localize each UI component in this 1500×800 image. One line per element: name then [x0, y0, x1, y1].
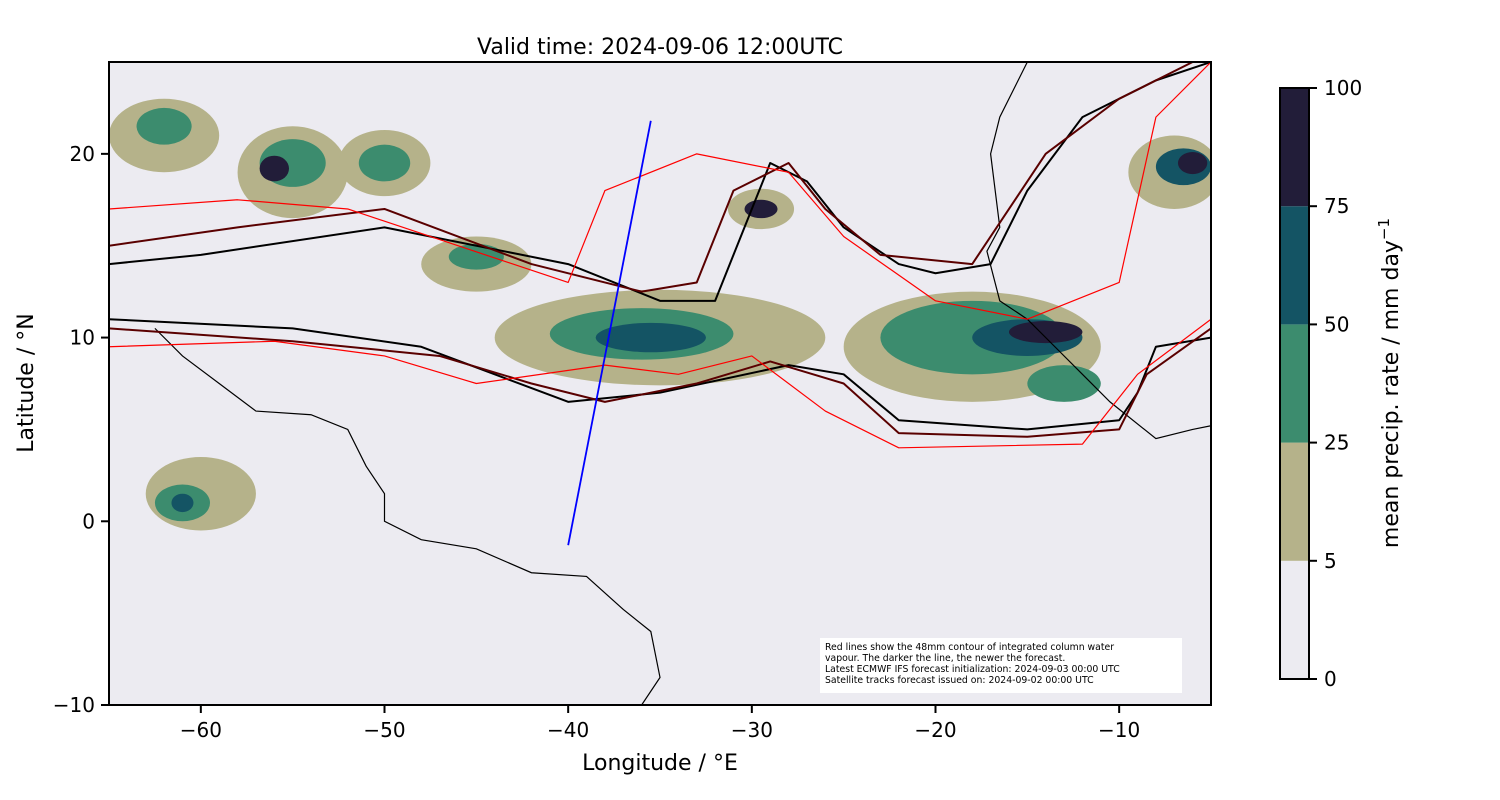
- colorbar-label: mean precip. rate / mm day−1: [1375, 218, 1404, 548]
- x-axis-label: Longitude / °E: [582, 751, 738, 776]
- colorbar-tick-label: 25: [1324, 431, 1349, 455]
- precip-region: [1027, 365, 1101, 402]
- colorbar: 0 5 25 50 75 100: [1279, 76, 1362, 691]
- satellite-track-layer: [567, 120, 652, 546]
- axes: −60 −50 −40 −30 −20 −10 −10 0 10 20: [53, 142, 1140, 742]
- colorbar-frame: [1279, 87, 1310, 680]
- precip-region: [880, 300, 1065, 375]
- colorbar-segment: [1280, 324, 1309, 443]
- precip-region: [259, 155, 289, 182]
- x-tick-label: −40: [547, 718, 589, 742]
- x-tick-label: −20: [914, 718, 956, 742]
- precip-region: [595, 322, 706, 353]
- cwv-contour-line: [109, 327, 1211, 438]
- x-tick-label: −10: [1098, 718, 1140, 742]
- annotation-box: Red lines show the 48mm contour of integ…: [820, 638, 1182, 693]
- x-tick-label: −60: [180, 718, 222, 742]
- colorbar-segment: [1280, 442, 1309, 561]
- colorbar-tick-label: 0: [1324, 667, 1337, 691]
- precip-region: [358, 144, 411, 182]
- cwv-contour-line: [109, 62, 1211, 320]
- annotation-line: vapour. The darker the line, the newer t…: [825, 653, 1066, 664]
- cwv-contour-line: [109, 62, 1211, 302]
- y-tick-label: 10: [70, 326, 95, 350]
- x-tick-label: −50: [363, 718, 405, 742]
- annotation-line: Red lines show the 48mm contour of integ…: [825, 642, 1115, 653]
- colorbar-tick-label: 5: [1324, 549, 1337, 573]
- colorbar-segment: [1280, 206, 1309, 325]
- satellite-track: [567, 120, 652, 546]
- colorbar-tick-label: 75: [1324, 194, 1349, 218]
- precip-region: [1177, 152, 1208, 175]
- coastline: [154, 327, 661, 705]
- contour-layer: [109, 62, 1211, 449]
- y-tick-label: −10: [53, 693, 95, 717]
- chart-title: Valid time: 2024-09-06 12:00UTC: [477, 35, 843, 60]
- colorbar-segment: [1280, 560, 1309, 679]
- colorbar-segment: [1280, 88, 1309, 207]
- precip-region: [1008, 321, 1083, 344]
- map-frame: [108, 61, 1212, 706]
- y-axis-label: Latitude / °N: [14, 313, 39, 452]
- precip-region: [171, 493, 194, 513]
- precip-region: [136, 107, 192, 145]
- precip-region: [448, 243, 504, 270]
- annotation-line: Latest ECMWF IFS forecast initialization…: [825, 664, 1120, 675]
- y-tick-label: 20: [70, 142, 95, 166]
- x-tick-label: −30: [731, 718, 773, 742]
- cwv-contour-line: [109, 318, 1211, 449]
- annotation-line: Satellite tracks forecast issued on: 202…: [825, 675, 1094, 686]
- y-tick-label: 0: [82, 509, 95, 533]
- cwv-contour-line: [109, 62, 1194, 293]
- precipitation-layer: [109, 98, 1211, 531]
- colorbar-tick-label: 100: [1324, 76, 1362, 100]
- colorbar-tick-label: 50: [1324, 312, 1349, 336]
